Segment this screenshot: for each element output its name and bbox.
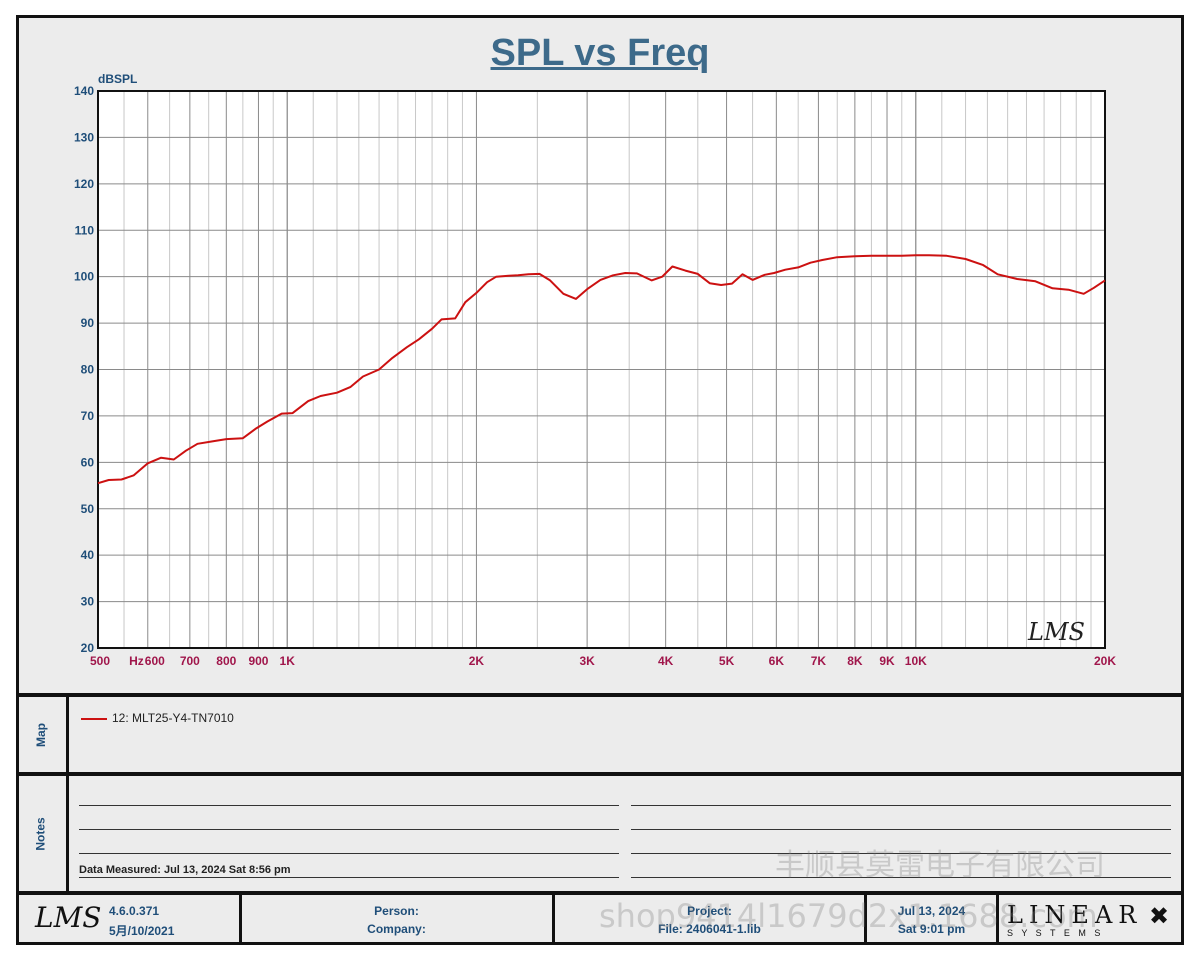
divider (66, 697, 69, 772)
divider (19, 772, 1181, 776)
footer-time: Sat 9:01 pm (897, 922, 966, 936)
project-label: Project: (687, 904, 732, 918)
watermark-text: 丰顺县莫雷电子有限公司 (775, 848, 1105, 883)
footer-date: Jul 13, 2024 (897, 904, 966, 918)
note-line (631, 877, 1171, 878)
spl-chart: 20 30 40 50 60 70 80 90 100 110 120 130 140 dBSPL 500 6… (74, 72, 1116, 668)
note-line (631, 829, 1171, 830)
x-tick-label: 20K (1094, 654, 1116, 668)
x-tick-label: 5K (719, 654, 735, 668)
person-label: Person: (374, 904, 419, 918)
y-tick-label: 20 (81, 641, 95, 655)
divider (19, 693, 1181, 697)
divider (552, 895, 555, 942)
x-tick-label: 800 (216, 654, 236, 668)
divider (864, 895, 867, 942)
y-tick-label: 70 (81, 409, 95, 423)
series-line (97, 254, 1106, 485)
legend-entry: 12: MLT25-Y4-TN7010 (112, 711, 234, 725)
y-tick-label: 80 (81, 363, 95, 377)
x-axis-unit-label: Hz (129, 654, 144, 668)
x-tick-label: 8K (847, 654, 863, 668)
y-tick-label: 110 (75, 223, 95, 237)
legend-swatch (81, 718, 107, 720)
y-tick-label: 90 (81, 316, 95, 330)
x-tick-label: 6K (769, 654, 785, 668)
note-line (79, 877, 619, 878)
y-tick-label: 120 (74, 177, 94, 191)
x-tick-label: 500 (90, 654, 110, 668)
file-label: File: 2406041-1.lib (658, 922, 761, 936)
y-tick-label: 30 (81, 595, 95, 609)
x-tick-label: 700 (180, 654, 200, 668)
y-tick-label: 130 (74, 130, 94, 144)
y-tick-label: 60 (81, 455, 95, 469)
version-text: 4.6.0.371 (109, 904, 160, 918)
x-tick-label: 1K (280, 654, 296, 668)
divider (996, 895, 999, 942)
report-frame: SPL vs Freq 20 30 40 50 60 70 80 90 100 110 120 130… (16, 15, 1184, 945)
divider (239, 895, 242, 942)
note-line (631, 805, 1171, 806)
y-tick-label: 100 (74, 270, 94, 284)
linear-x-icon: ✖ (1149, 902, 1170, 930)
chart-title: SPL vs Freq (490, 32, 710, 74)
divider (19, 891, 1181, 895)
y-axis-label: dBSPL (98, 72, 137, 86)
map-section-label: Map (34, 722, 48, 747)
note-line (79, 853, 619, 854)
y-tick-label: 140 (74, 84, 94, 98)
x-tick-label: 600 (145, 654, 165, 668)
x-tick-label: 4K (658, 654, 674, 668)
company-label: Company: (367, 922, 426, 936)
version-date: 5月/10/2021 (109, 924, 175, 938)
y-tick-label: 40 (81, 548, 95, 562)
divider (66, 776, 69, 891)
lms-logo: LMS (35, 901, 102, 934)
plot-lms-logo: LMS (1027, 618, 1085, 646)
y-tick-label: 50 (81, 502, 95, 516)
x-tick-label: 3K (579, 654, 595, 668)
x-tick-label: 2K (469, 654, 485, 668)
note-line (631, 853, 1171, 854)
x-tick-label: 900 (248, 654, 268, 668)
linear-logo-sub: S Y S T E M S (1007, 928, 1104, 938)
x-tick-label: 7K (811, 654, 827, 668)
note-line (79, 829, 619, 830)
notes-section-label: Notes (34, 816, 48, 851)
linear-logo: LINEAR (1007, 901, 1143, 929)
data-measured-text: Data Measured: Jul 13, 2024 Sat 8:56 pm (79, 864, 291, 876)
note-line (79, 805, 619, 806)
x-tick-label: 10K (905, 654, 927, 668)
plot-border (97, 90, 1106, 649)
watermark-url: shop9414l1679d2x1.1688.com (599, 897, 1098, 935)
x-tick-label: 9K (879, 654, 895, 668)
